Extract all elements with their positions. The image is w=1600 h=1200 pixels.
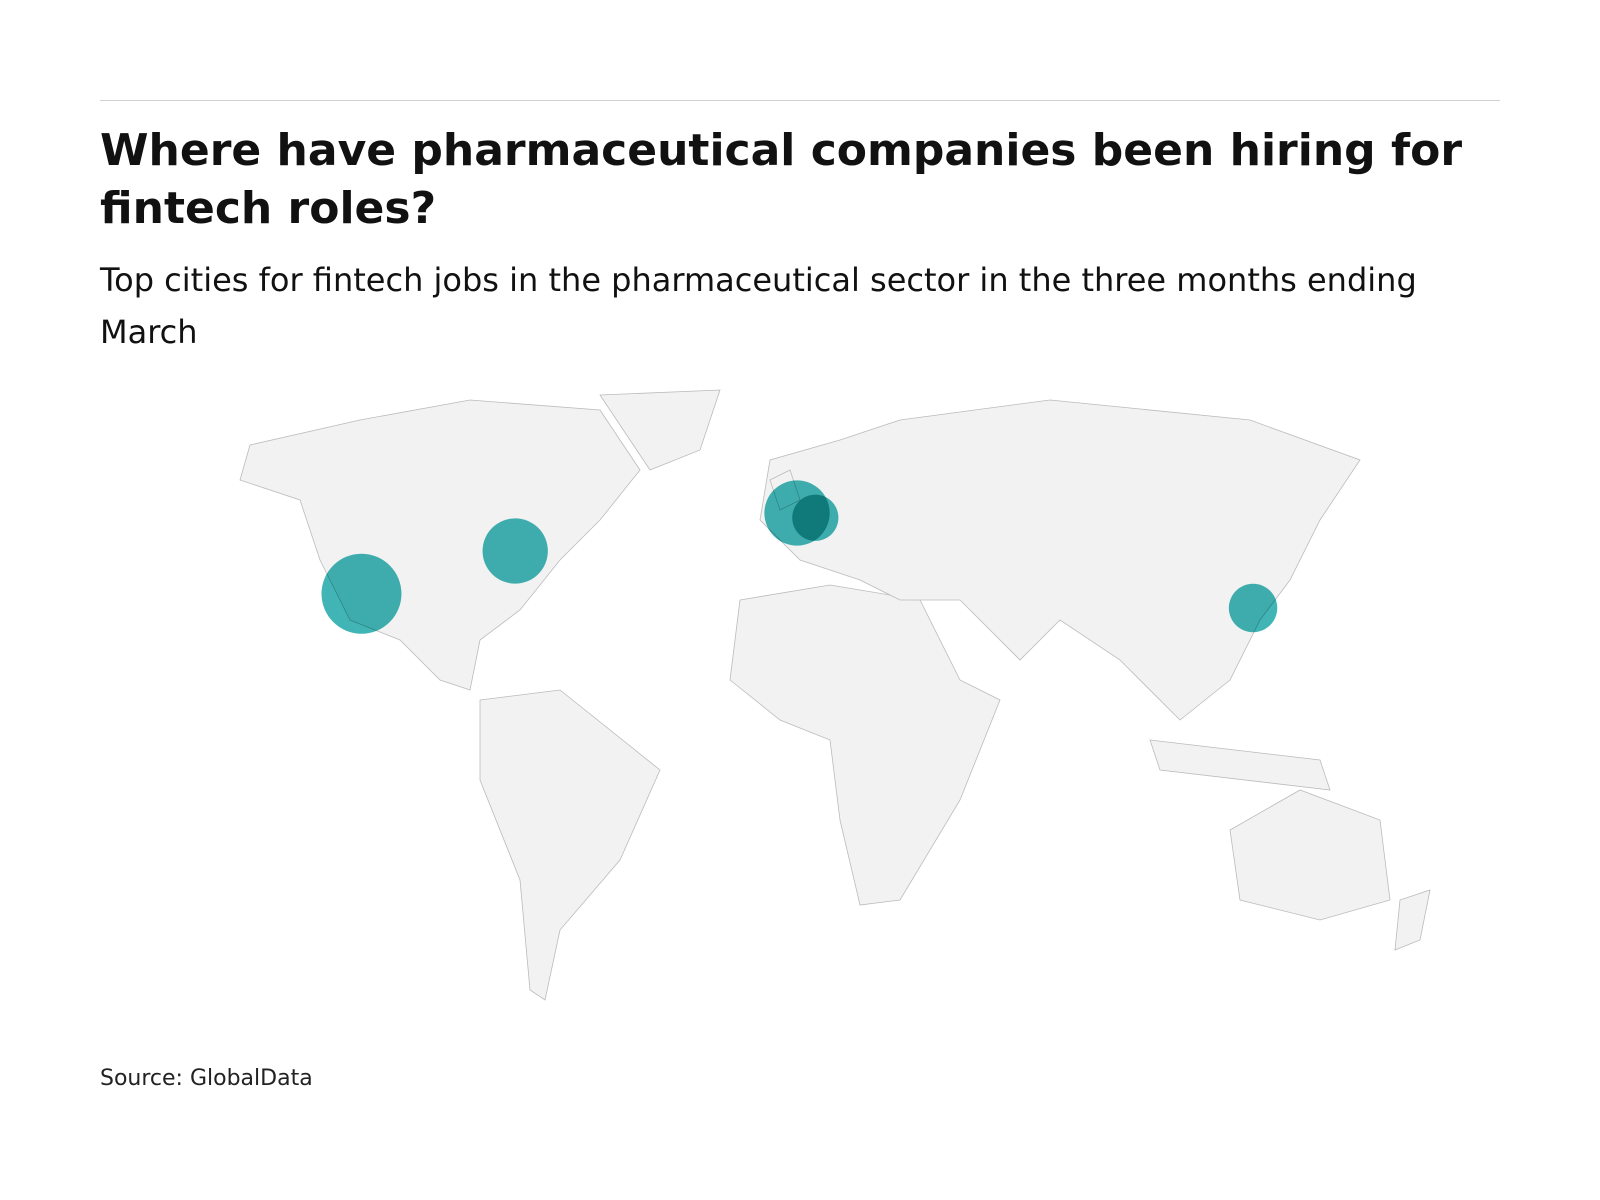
top-rule [100,100,1500,101]
bubble [792,494,839,541]
land [239,389,1431,1001]
bubble [321,553,402,634]
source: Source: GlobalData [100,1066,313,1091]
bubble [482,518,548,584]
title: Where have pharmaceutical companies been… [100,125,1463,234]
subtitle: Top cities for fintech jobs in the pharm… [100,261,1417,351]
bubbles [321,480,1278,634]
bubble [1228,583,1278,633]
